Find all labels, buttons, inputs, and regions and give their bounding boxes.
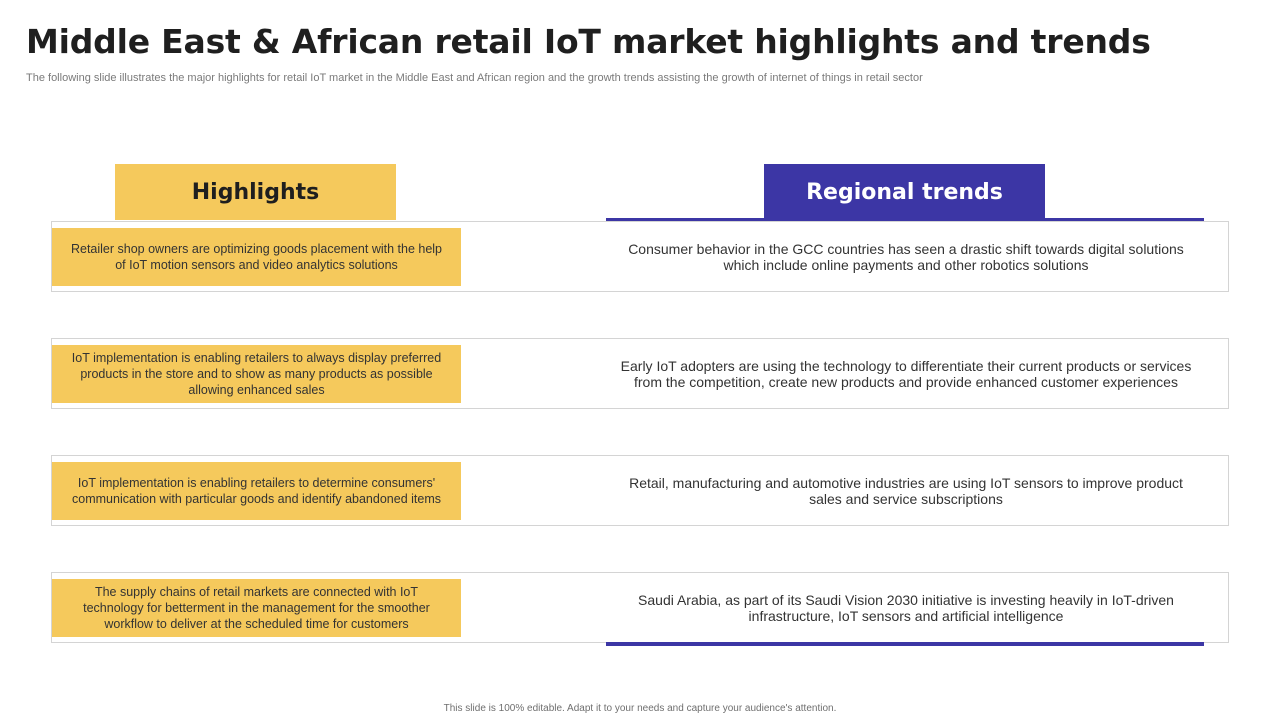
trend-text-1: Consumer behavior in the GCC countries h… xyxy=(628,240,1184,273)
highlight-box-2: IoT implementation is enabling retailers… xyxy=(52,345,461,403)
row-4: The supply chains of retail markets are … xyxy=(51,572,1229,643)
highlight-box-1: Retailer shop owners are optimizing good… xyxy=(52,228,461,286)
highlights-header: Highlights xyxy=(115,164,396,220)
row-3: IoT implementation is enabling retailers… xyxy=(51,455,1229,526)
regional-trends-header: Regional trends xyxy=(764,164,1045,220)
slide-footer: This slide is 100% editable. Adapt it to… xyxy=(443,703,837,714)
row-2: IoT implementation is enabling retailers… xyxy=(51,338,1229,409)
highlight-box-3: IoT implementation is enabling retailers… xyxy=(52,462,461,520)
regional-bottom-accent-line xyxy=(606,642,1204,646)
regional-top-accent-line xyxy=(606,218,1204,222)
slide-subtitle: The following slide illustrates the majo… xyxy=(26,72,923,84)
row-1: Retailer shop owners are optimizing good… xyxy=(51,221,1229,292)
trend-text-2: Early IoT adopters are using the technol… xyxy=(620,357,1192,390)
trend-text-3: Retail, manufacturing and automotive ind… xyxy=(629,474,1183,507)
slide-title: Middle East & African retail IoT market … xyxy=(26,22,1151,61)
trend-text-4: Saudi Arabia, as part of its Saudi Visio… xyxy=(638,591,1174,624)
highlight-box-4: The supply chains of retail markets are … xyxy=(52,579,461,637)
